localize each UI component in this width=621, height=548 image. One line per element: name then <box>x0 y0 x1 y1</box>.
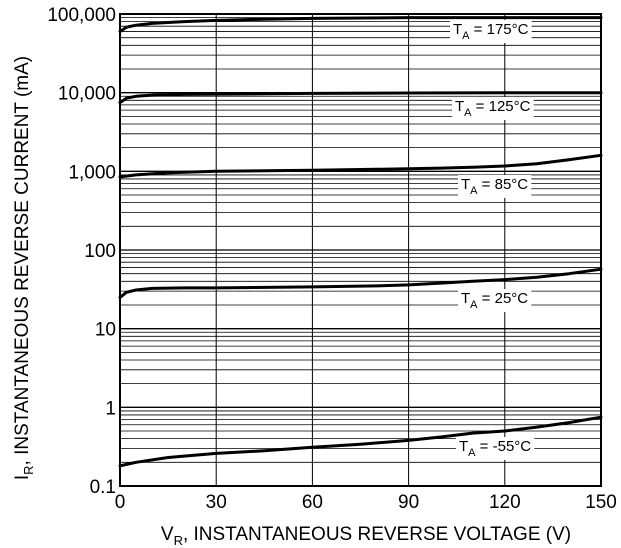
series-label-text: TA = 85°C <box>461 176 528 197</box>
plot-frame <box>119 13 602 487</box>
y-tick-label: 100,000 <box>47 5 116 26</box>
y-tick-label: 1,000 <box>68 162 116 183</box>
series-line <box>118 91 603 104</box>
x-axis-title: VR, INSTANTANEOUS REVERSE VOLTAGE (V) <box>161 524 571 548</box>
y-tick-label: 100 <box>84 241 116 262</box>
y-axis-title: IR, INSTANTANEOUS REVERSE CURRENT (mA) <box>12 56 36 480</box>
series-label-bg <box>456 437 535 460</box>
x-tick-label: 150 <box>585 492 617 513</box>
x-tick-label: 30 <box>206 492 227 513</box>
series-label-text: TA = 175°C <box>453 21 529 42</box>
series-label: TA = 125°C <box>452 97 534 120</box>
series-label-bg <box>450 20 532 43</box>
series-line <box>118 267 603 299</box>
series-labels: TA = 175°C TA = 125°C TA = 85°C TA = 25°C TA… <box>450 20 535 460</box>
series-label: TA = -55°C <box>456 437 535 460</box>
series-line <box>118 16 603 33</box>
series-label-bg <box>452 97 534 120</box>
series-label-bg <box>458 289 532 312</box>
x-tick-label: 60 <box>302 492 323 513</box>
series-line <box>118 153 603 179</box>
series-label-text: TA = 25°C <box>461 290 528 311</box>
x-tick-label: 90 <box>398 492 419 513</box>
series-label-text: TA = -55°C <box>459 438 531 459</box>
y-tick-labels: 0.1 1 10 100 1,000 10,000 100,000 <box>47 5 116 498</box>
y-tick-label: 10,000 <box>58 84 116 105</box>
x-tick-label: 0 <box>115 492 126 513</box>
series-line <box>118 415 603 468</box>
series-curves <box>118 16 603 468</box>
x-tick-labels: 0 30 60 90 120 150 <box>115 492 617 513</box>
y-tick-label: 10 <box>95 320 116 341</box>
series-label-text: TA = 125°C <box>455 98 531 119</box>
y-tick-label: 0.1 <box>90 477 116 498</box>
series-label: TA = 25°C <box>458 289 532 312</box>
series-label: TA = 175°C <box>450 20 532 43</box>
series-label: TA = 85°C <box>458 175 532 198</box>
series-label-bg <box>458 175 532 198</box>
grid <box>119 14 602 487</box>
x-tick-label: 120 <box>489 492 521 513</box>
y-tick-label: 1 <box>105 398 116 419</box>
